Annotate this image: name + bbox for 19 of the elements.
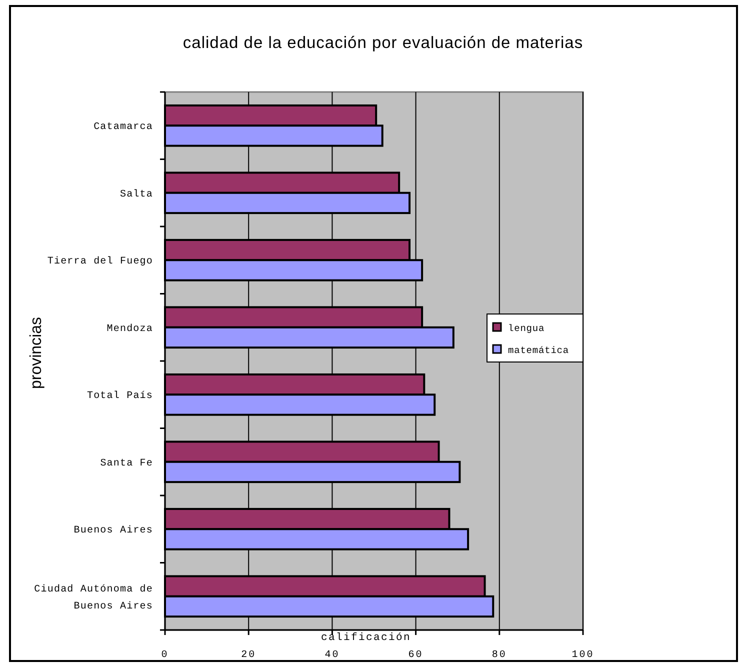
y-tick-label: Mendoza (106, 322, 153, 335)
y-tick-label: Ciudad Autónoma de Buenos Aires (34, 583, 153, 612)
x-axis-title: calificación (320, 632, 412, 644)
legend-label: matemática (508, 345, 570, 356)
y-tick-label: Total País (86, 390, 153, 402)
y-tick-label: Catamarca (94, 122, 153, 134)
y-tick-label: Salta (120, 188, 153, 200)
x-tick-label: 40 (324, 650, 340, 661)
x-tick-label: 80 (492, 650, 507, 661)
chart-title: calidad de la educación por evaluación de materias (182, 34, 584, 52)
x-tick-label: 0 (161, 650, 169, 661)
y-axis-title: provincias (28, 316, 45, 390)
y-tick-label: Santa Fe (100, 458, 153, 470)
x-tick-label: 60 (408, 650, 424, 661)
y-tick-label: Tierra del Fuego (47, 256, 153, 268)
x-tick-label: 20 (241, 650, 256, 661)
y-tick-label: Buenos Aires (74, 524, 153, 537)
legend-label: lengua (508, 323, 545, 334)
x-tick-label: 100 (572, 650, 594, 661)
